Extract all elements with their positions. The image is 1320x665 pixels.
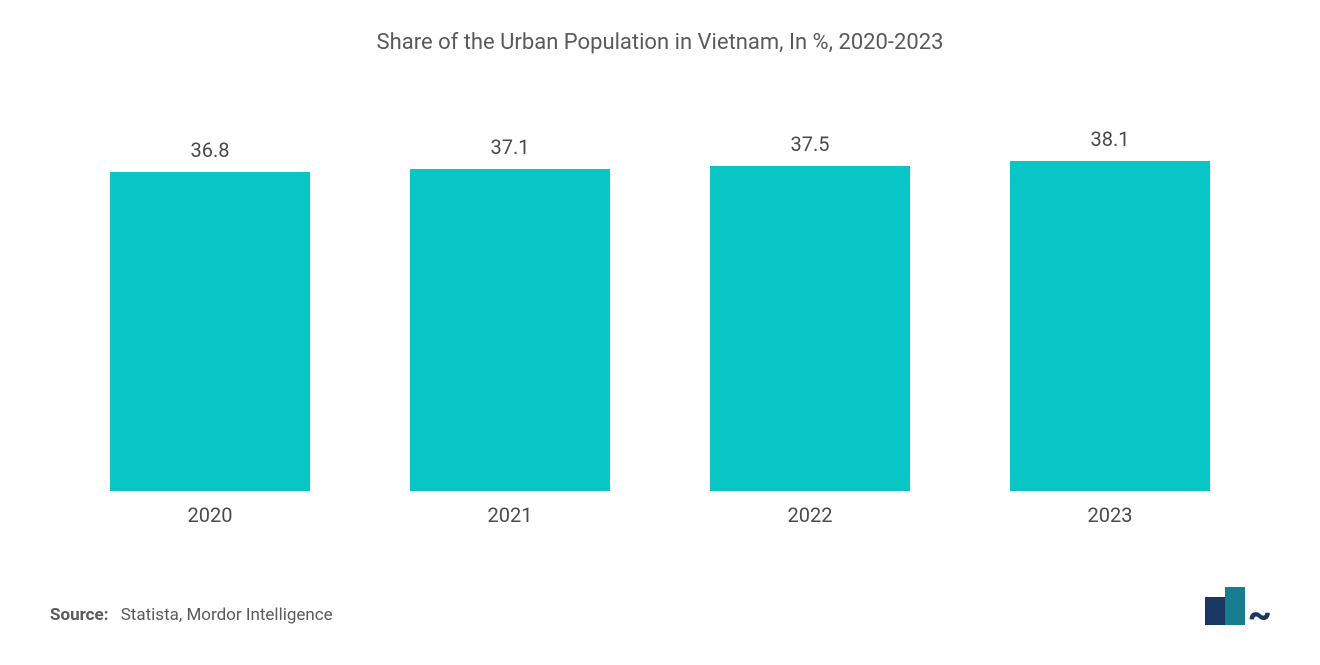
data-label: 36.8 bbox=[191, 138, 230, 162]
bar bbox=[1010, 161, 1210, 491]
data-label: 37.1 bbox=[491, 135, 530, 159]
category-label: 2023 bbox=[1088, 503, 1133, 527]
category-label: 2022 bbox=[788, 503, 833, 527]
bar-group: 37.5 2022 bbox=[660, 95, 960, 527]
source-text: Statista, Mordor Intelligence bbox=[121, 605, 333, 625]
logo-bar-icon bbox=[1205, 597, 1225, 625]
source-label: Source: bbox=[50, 605, 108, 625]
data-label: 38.1 bbox=[1091, 127, 1130, 151]
bar-group: 36.8 2020 bbox=[60, 95, 360, 527]
category-label: 2020 bbox=[188, 503, 233, 527]
category-label: 2021 bbox=[488, 503, 533, 527]
brand-logo: ~ bbox=[1205, 587, 1271, 625]
bar bbox=[410, 169, 610, 491]
footer: Source: Statista, Mordor Intelligence ~ bbox=[50, 587, 1270, 625]
bar-group: 37.1 2021 bbox=[360, 95, 660, 527]
source-line: Source: Statista, Mordor Intelligence bbox=[50, 605, 333, 625]
chart-container: Share of the Urban Population in Vietnam… bbox=[0, 0, 1320, 665]
logo-bar-icon bbox=[1225, 587, 1245, 625]
chart-title: Share of the Urban Population in Vietnam… bbox=[50, 30, 1270, 55]
bar-group: 38.1 2023 bbox=[960, 95, 1260, 527]
data-label: 37.5 bbox=[791, 132, 830, 156]
plot-area: 36.8 2020 37.1 2021 37.5 2022 38.1 2023 bbox=[50, 95, 1270, 527]
bar bbox=[710, 166, 910, 491]
bar bbox=[110, 172, 310, 491]
